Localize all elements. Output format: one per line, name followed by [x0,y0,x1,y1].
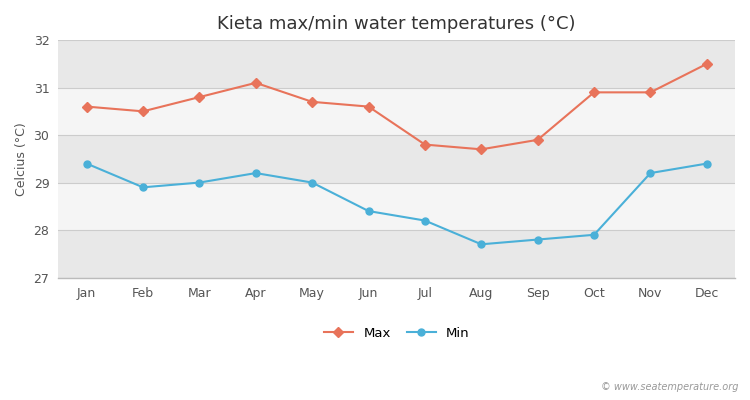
Bar [58,230,735,278]
Min [646,171,655,176]
Min [533,237,542,242]
Y-axis label: Celcius (°C): Celcius (°C) [15,122,28,196]
Max [82,104,92,109]
Min [251,171,260,176]
Bar [58,88,735,135]
Max [139,109,148,114]
Text: © www.seatemperature.org: © www.seatemperature.org [602,382,739,392]
Max [308,100,316,104]
Max [364,104,373,109]
Line: Max: Max [82,60,711,153]
Min [421,218,430,223]
Max [195,95,204,100]
Title: Kieta max/min water temperatures (°C): Kieta max/min water temperatures (°C) [217,15,576,33]
Max [533,138,542,142]
Min [139,185,148,190]
Max [646,90,655,95]
Max [421,142,430,147]
Max [702,62,711,66]
Bar [58,182,735,230]
Min [364,209,373,214]
Min [82,161,92,166]
Legend: Max, Min: Max, Min [319,322,475,346]
Bar [58,135,735,182]
Line: Min: Min [83,160,710,248]
Min [195,180,204,185]
Max [251,80,260,85]
Bar [58,40,735,88]
Max [590,90,598,95]
Max [477,147,486,152]
Min [590,232,598,237]
Min [702,161,711,166]
Min [477,242,486,247]
Min [308,180,316,185]
